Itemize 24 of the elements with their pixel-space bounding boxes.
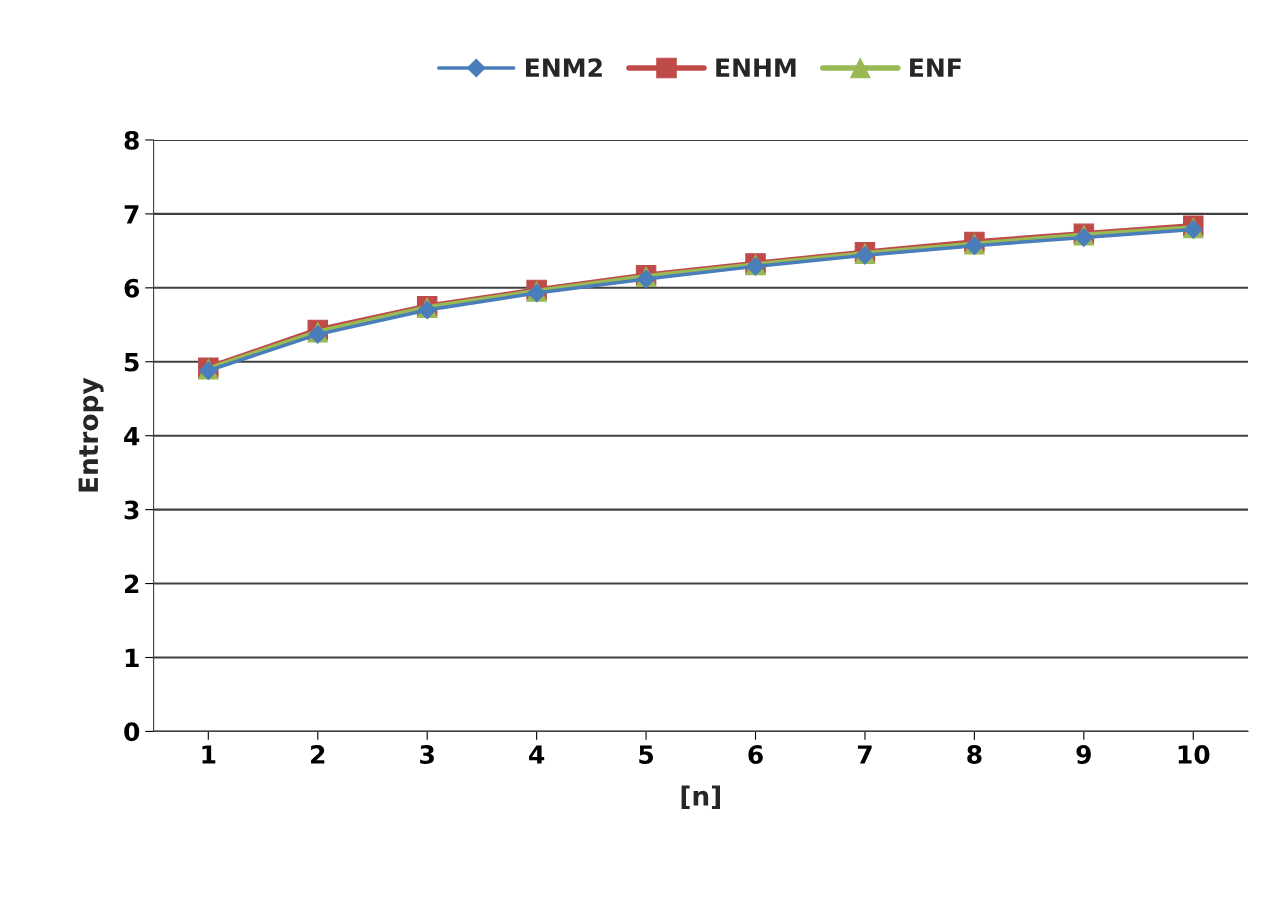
x-tick-label: 6 [748, 745, 763, 764]
x-axis-title: [n] [681, 785, 720, 810]
x-tick-label: 9 [1076, 745, 1091, 764]
x-tick-label: 10 [1178, 745, 1210, 764]
y-tick-label: 8 [124, 130, 139, 150]
legend-label: ENM2 [526, 58, 602, 77]
x-tick-label: 3 [420, 745, 434, 764]
y-tick-label: 5 [124, 353, 139, 372]
y-tick-label: 2 [124, 574, 139, 594]
x-tick-label: 1 [202, 745, 216, 764]
legend-label: ENHM [716, 58, 796, 77]
y-tick-label: 4 [124, 426, 140, 446]
x-tick-label: 5 [639, 745, 654, 764]
y-axis-title: Entropy [78, 377, 104, 492]
legend-label: ENF [910, 58, 961, 77]
y-tick-label: 1 [125, 648, 139, 667]
y-tick-label: 6 [124, 278, 140, 298]
y-tick-label: 0 [124, 722, 140, 742]
x-tick-label: 7 [857, 745, 872, 764]
y-tick-label: 3 [124, 500, 139, 520]
x-tick-label: 8 [967, 745, 982, 764]
y-tick-label: 7 [124, 205, 139, 224]
x-tick-label: 4 [529, 745, 545, 764]
x-tick-label: 2 [311, 745, 325, 764]
